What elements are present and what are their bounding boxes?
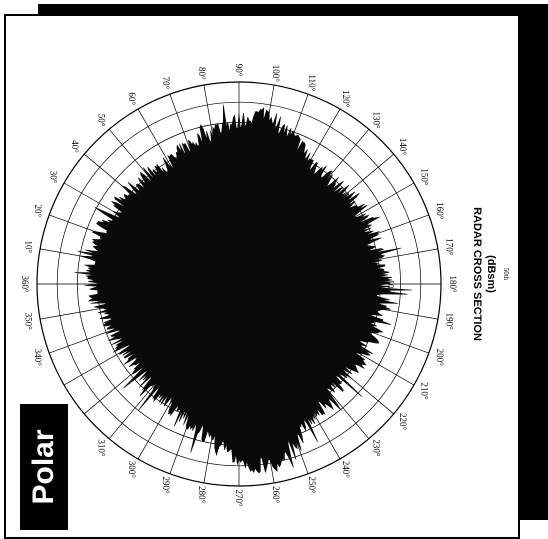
side-unit: 50th bbox=[502, 268, 510, 281]
angle-tick-label: 360° bbox=[20, 275, 30, 293]
angle-tick-label: 240° bbox=[341, 461, 351, 479]
angle-tick-label: 100° bbox=[271, 65, 281, 83]
angle-tick-label: 130° bbox=[372, 112, 382, 130]
rcs-area bbox=[74, 104, 413, 474]
ring-label: 10 bbox=[95, 280, 105, 290]
angle-tick-label: 210° bbox=[419, 382, 429, 400]
angle-tick-label: 40° bbox=[70, 140, 80, 153]
angle-tick-label: 190° bbox=[445, 313, 455, 331]
angle-tick-label: 200° bbox=[435, 349, 445, 367]
side-title: RADAR CROSS SECTION bbox=[471, 207, 483, 341]
rcs-plot bbox=[74, 104, 413, 474]
angle-tick-label: 250° bbox=[307, 477, 317, 495]
angle-tick-label: 90° bbox=[234, 64, 244, 77]
angle-tick-label: 10° bbox=[23, 240, 33, 253]
angle-tick-label: 30° bbox=[49, 171, 59, 184]
angle-tick-label: 70° bbox=[161, 77, 171, 90]
ring-label: 10 bbox=[385, 280, 395, 290]
angle-tick-label: 350° bbox=[23, 313, 33, 331]
angle-tick-label: 60° bbox=[127, 92, 137, 105]
angle-tick-label: 290° bbox=[161, 477, 171, 495]
chart-card: 360° 10° 20° 30° 40° 50° 60° 70° 80° 90° 100° 110° 1… bbox=[4, 14, 520, 539]
angle-tick-label: 270° bbox=[234, 489, 244, 507]
angle-tick-label: 280° bbox=[197, 486, 207, 504]
side-axis-title: RADAR CROSS SECTION (dBsm) 50th bbox=[471, 207, 510, 341]
side-subtitle: (dBsm) bbox=[485, 255, 497, 293]
polar-chart: 360° 10° 20° 30° 40° 50° 60° 70° 80° 90° 100° 110° 1… bbox=[20, 64, 510, 507]
angle-tick-label: 120° bbox=[341, 90, 351, 108]
ring-labels: 10 10 bbox=[95, 280, 396, 290]
angle-tick-labels: 360° 10° 20° 30° 40° 50° 60° 70° 80° 90° 100° 110° 1… bbox=[20, 64, 458, 507]
angle-tick-label: 310° bbox=[96, 439, 106, 457]
badge-label: Polar bbox=[27, 429, 60, 505]
angle-tick-label: 220° bbox=[398, 413, 408, 431]
angle-tick-label: 230° bbox=[372, 439, 382, 457]
angle-tick-label: 110° bbox=[307, 75, 317, 92]
polar-badge: Polar bbox=[20, 404, 68, 530]
angle-tick-label: 300° bbox=[127, 461, 137, 479]
angle-tick-label: 170° bbox=[445, 238, 455, 256]
angle-tick-label: 180° bbox=[448, 275, 458, 293]
angle-tick-label: 80° bbox=[197, 67, 207, 80]
angle-tick-label: 340° bbox=[33, 349, 43, 367]
angle-tick-label: 140° bbox=[398, 138, 408, 156]
angle-tick-label: 260° bbox=[271, 486, 281, 504]
angle-tick-label: 50° bbox=[96, 114, 106, 127]
angle-tick-label: 150° bbox=[419, 168, 429, 186]
angle-tick-label: 160° bbox=[435, 202, 445, 220]
angle-tick-label: 20° bbox=[33, 204, 43, 217]
